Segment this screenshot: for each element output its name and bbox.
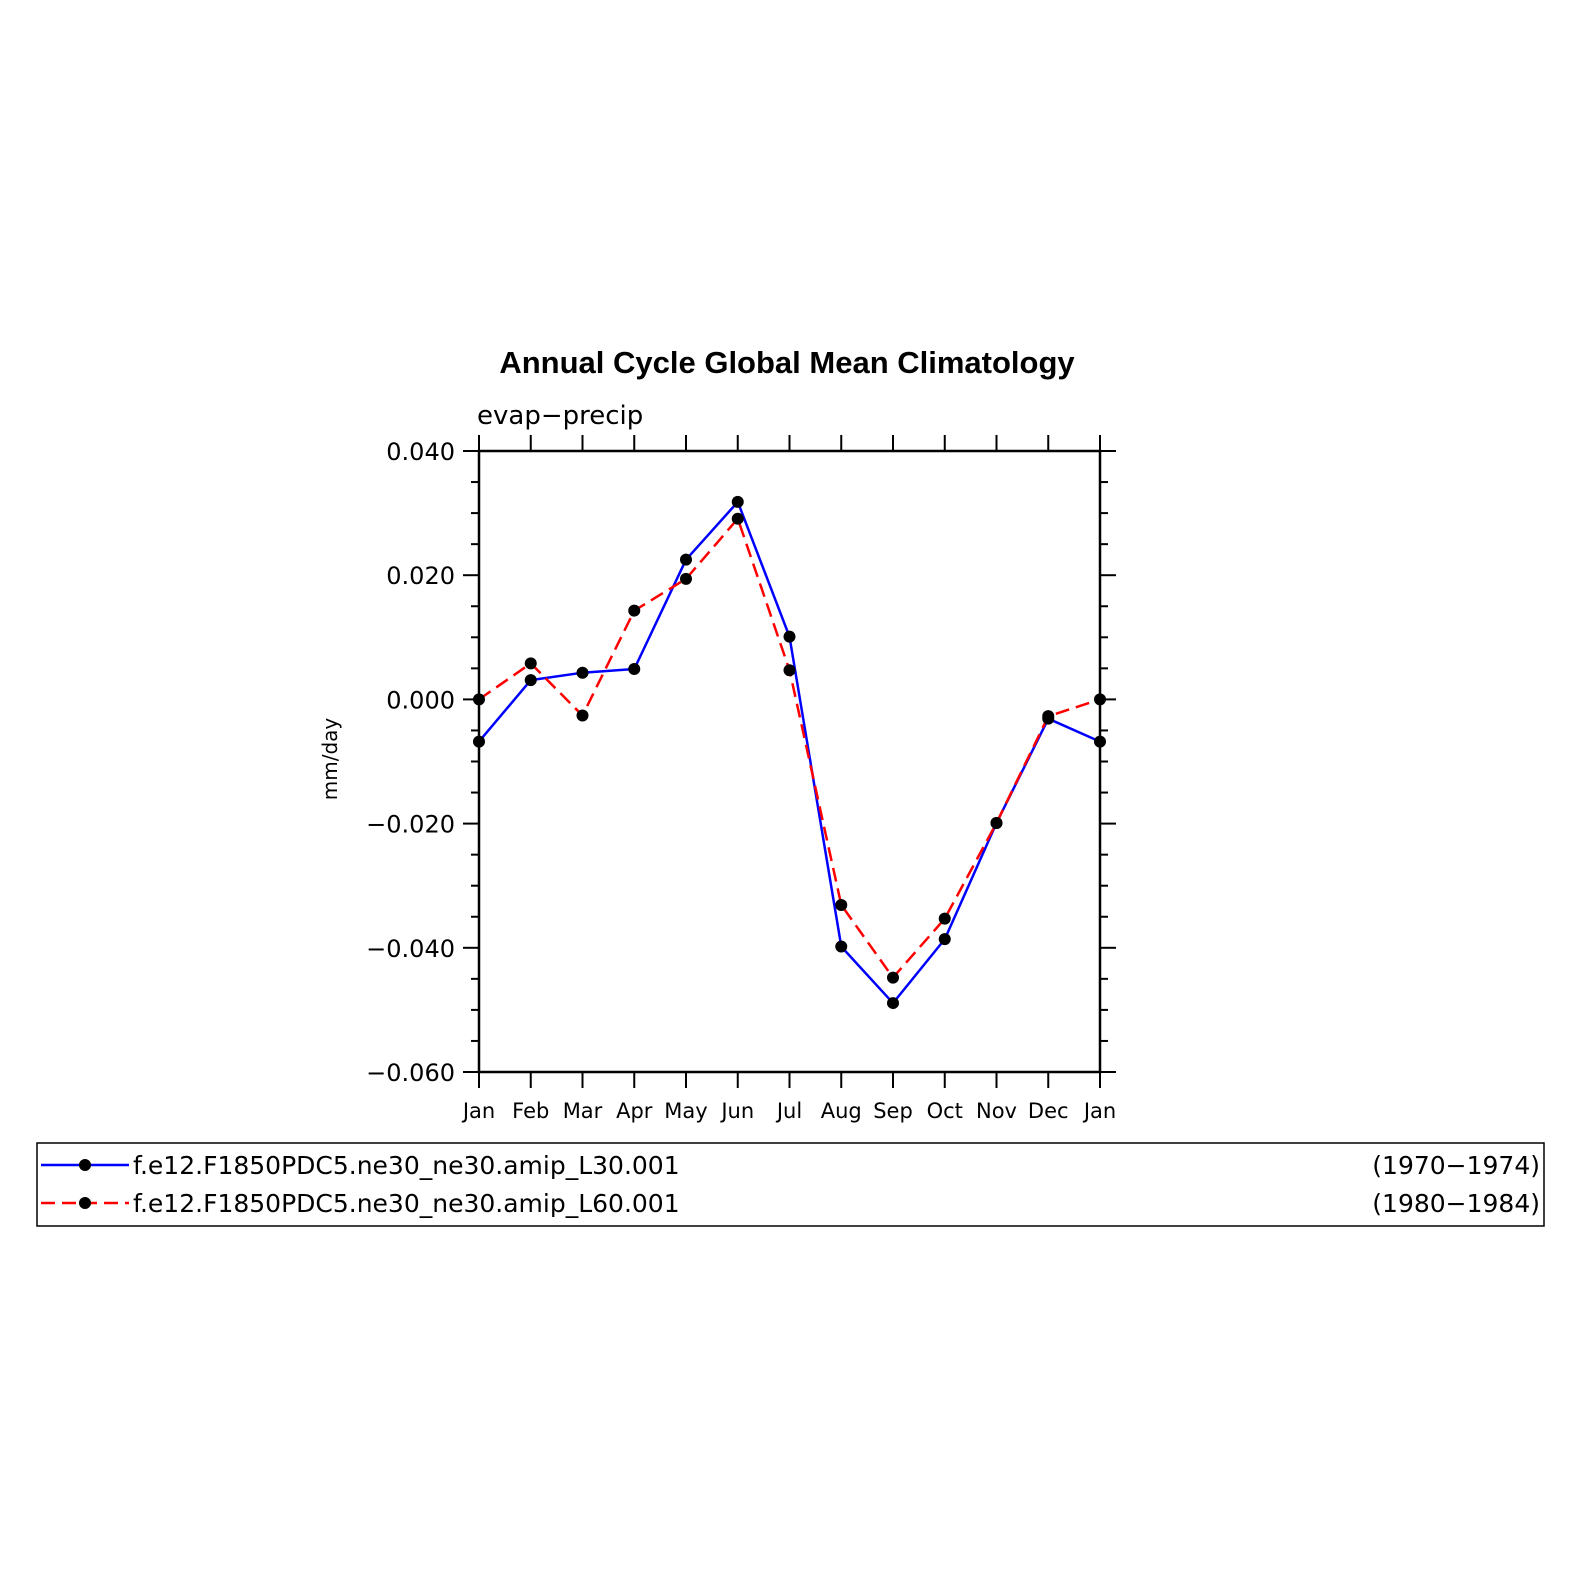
y-tick-label: −0.020	[366, 811, 455, 839]
series-2-point	[576, 709, 589, 722]
x-tick-label: Apr	[616, 1099, 653, 1123]
series-line-1	[478, 500, 1101, 1005]
y-tick-label: 0.020	[386, 562, 455, 590]
series-2-point	[783, 664, 796, 677]
x-tick-label: Jan	[461, 1099, 495, 1123]
series-1-point	[680, 553, 692, 566]
series-line-2	[478, 517, 1101, 979]
legend-marker-1	[79, 1159, 91, 1171]
legend-series-name: f.e12.F1850PDC5.ne30_ne30.amip_L30.001	[133, 1151, 680, 1180]
legend-series-period: (1970−1974)	[1372, 1151, 1540, 1180]
x-tick-label: Aug	[821, 1099, 862, 1123]
y-tick-label: 0.000	[386, 686, 455, 714]
x-tick-label: Dec	[1028, 1099, 1069, 1123]
x-tick-label: Jun	[719, 1099, 754, 1123]
x-tick-label: Oct	[927, 1099, 963, 1123]
legend-box	[36, 1142, 1545, 1227]
series-2-point	[1094, 693, 1106, 706]
series-2-point	[990, 816, 1003, 829]
series-1-point	[887, 997, 899, 1010]
chart-title: Annual Cycle Global Mean Climatology	[499, 345, 1075, 380]
series-1-point	[783, 630, 796, 643]
series-2-point	[731, 512, 744, 525]
series-2-point	[680, 572, 692, 585]
series-2-point	[887, 971, 899, 984]
series-2-point	[938, 912, 951, 925]
legend-series-name: f.e12.F1850PDC5.ne30_ne30.amip_L60.001	[133, 1189, 680, 1218]
legend-series-period: (1980−1984)	[1372, 1189, 1540, 1218]
series-1-point	[938, 933, 951, 946]
y-axis-label: mm/day	[318, 718, 342, 801]
series-1-point	[628, 662, 641, 675]
series-1-point	[473, 735, 485, 748]
chart-subtitle: evap−precip	[477, 401, 643, 431]
y-tick-label: −0.040	[366, 935, 455, 963]
x-tick-label: Nov	[976, 1099, 1017, 1123]
x-tick-label: Jan	[1082, 1099, 1116, 1123]
plot-frame	[477, 449, 1102, 1074]
y-tick-label: −0.060	[366, 1059, 455, 1087]
legend: f.e12.F1850PDC5.ne30_ne30.amip_L30.001 (1…	[36, 1142, 1545, 1227]
series-1-point	[1094, 735, 1106, 748]
series-2-point	[1042, 710, 1055, 723]
x-tick-label: May	[664, 1099, 707, 1123]
series-2-point	[835, 898, 848, 911]
x-tick-label: Sep	[873, 1099, 913, 1123]
series-2-point	[473, 693, 485, 706]
series-1-point	[524, 674, 537, 687]
series-1-point	[835, 940, 848, 953]
y-tick-label: 0.040	[386, 438, 455, 466]
series-2-point	[628, 604, 641, 617]
series-1-point	[731, 495, 744, 508]
legend-marker-2	[79, 1197, 91, 1209]
x-tick-label: Feb	[512, 1099, 549, 1123]
series-1-point	[576, 666, 589, 679]
x-tick-label: Jul	[775, 1099, 802, 1123]
series-2-point	[524, 657, 537, 670]
x-tick-label: Mar	[563, 1099, 603, 1123]
